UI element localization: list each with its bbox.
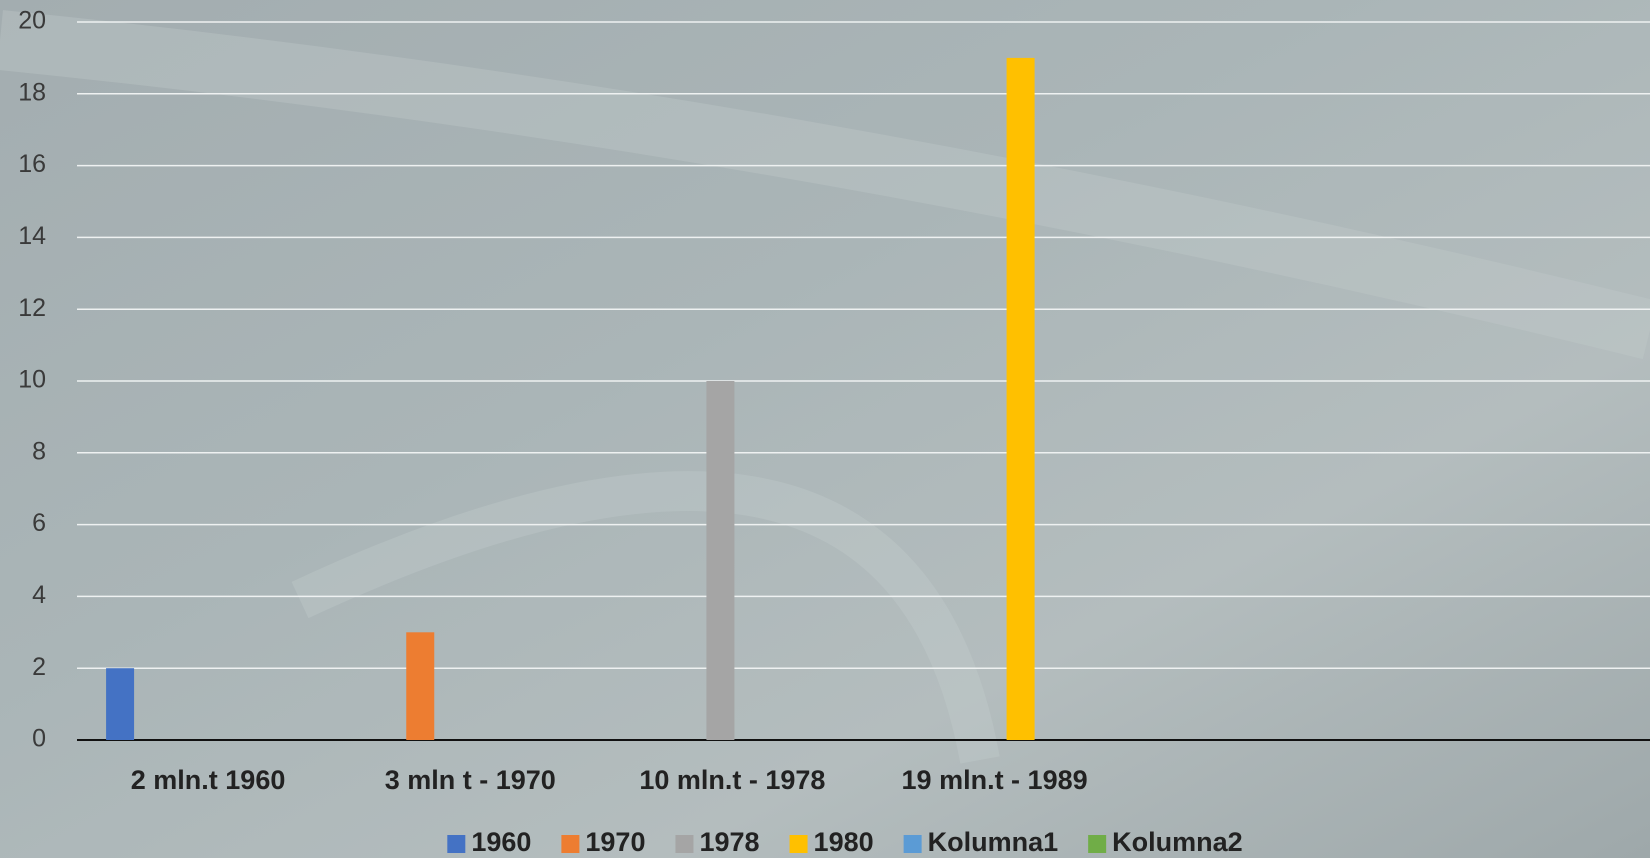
legend-label: 1980	[814, 827, 874, 857]
y-tick-label: 0	[32, 725, 46, 753]
bar	[106, 668, 135, 740]
x-tick-label: 3 mln t - 1970	[385, 765, 556, 795]
y-tick-label: 8	[32, 437, 46, 465]
background-texture	[0, 10, 1650, 360]
y-tick-label: 2	[32, 653, 46, 681]
x-tick-label: 2 mln.t 1960	[131, 765, 286, 795]
legend-label: Kolumna1	[928, 827, 1059, 857]
bar	[706, 381, 735, 740]
x-tick-label: 19 mln.t - 1989	[902, 765, 1088, 795]
y-tick-label: 6	[32, 509, 46, 537]
legend-swatch	[675, 835, 694, 853]
legend-label: 1960	[471, 827, 531, 857]
x-tick-label: 10 mln.t - 1978	[639, 765, 825, 795]
background-texture	[291, 471, 1000, 764]
y-tick-label: 4	[32, 581, 46, 609]
bar	[1006, 57, 1035, 740]
y-tick-label: 12	[18, 294, 46, 322]
y-tick-label: 14	[18, 222, 46, 250]
legend-swatch	[447, 835, 466, 853]
legend-label: 1978	[699, 827, 759, 857]
legend-swatch	[789, 835, 808, 853]
legend-swatch	[1088, 835, 1107, 853]
y-tick-label: 20	[18, 7, 46, 35]
legend-label: Kolumna2	[1112, 827, 1243, 857]
legend-label: 1970	[585, 827, 645, 857]
y-tick-label: 18	[18, 78, 46, 106]
y-tick-label: 10	[18, 366, 46, 394]
bar	[406, 632, 435, 740]
legend-swatch	[903, 835, 922, 853]
y-tick-label: 16	[18, 150, 46, 178]
legend-swatch	[561, 835, 580, 853]
